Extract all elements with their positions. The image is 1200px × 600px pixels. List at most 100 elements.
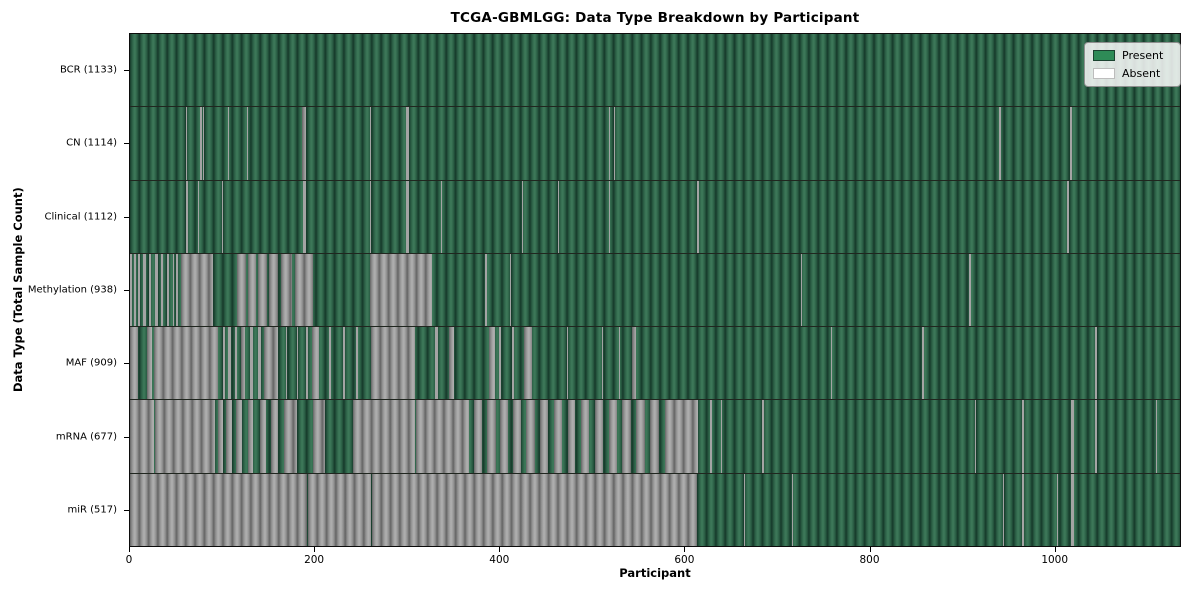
absent-swatch-icon (1093, 68, 1115, 79)
absent-segment (236, 400, 242, 473)
absent-segment (999, 107, 1002, 180)
absent-segment (720, 400, 722, 473)
y-tick-mark (124, 69, 129, 71)
absent-segment (405, 107, 409, 180)
absent-segment (130, 253, 132, 327)
absent-segment (176, 253, 179, 327)
absent-segment (226, 400, 232, 473)
absent-segment (1022, 473, 1024, 546)
absent-segment (154, 400, 216, 473)
absent-segment (975, 400, 977, 473)
row-band-mir (130, 472, 1180, 546)
absent-segment (665, 400, 699, 473)
x-axis: 0 200 400 600 800 1000 (125, 547, 1181, 581)
absent-segment (146, 327, 153, 400)
absent-segment (217, 400, 223, 473)
absent-segment (580, 400, 590, 473)
absent-segment (257, 327, 261, 400)
absent-segment (566, 327, 569, 400)
absent-segment (247, 253, 256, 327)
absent-segment (222, 327, 226, 400)
absent-segment (203, 107, 205, 180)
absent-segment (270, 400, 279, 473)
row-band-maf (130, 326, 1180, 400)
absent-segment (614, 107, 616, 180)
absent-segment (197, 180, 199, 253)
absent-segment (524, 327, 532, 400)
absent-segment (130, 327, 139, 400)
absent-segment (264, 327, 279, 400)
absent-segment (489, 327, 495, 400)
plot-area (129, 33, 1181, 547)
absent-segment (246, 107, 248, 180)
absent-segment (241, 327, 245, 400)
absent-segment (1070, 107, 1072, 180)
absent-segment (234, 327, 238, 400)
absent-segment (594, 400, 604, 473)
absent-segment (405, 180, 409, 253)
absent-segment (221, 180, 223, 253)
y-tick-label: Clinical (1112) (44, 211, 118, 223)
y-tick-label: MAF (909) (65, 357, 117, 369)
absent-segment (353, 400, 416, 473)
absent-segment (257, 253, 267, 327)
y-tick-label: BCR (1133) (59, 64, 117, 76)
absent-segment (512, 327, 514, 400)
x-tick-label: 1000 (1041, 554, 1069, 566)
absent-segment (1071, 473, 1075, 546)
absent-segment (294, 253, 314, 327)
absent-segment (622, 400, 631, 473)
legend-entry-present: Present (1093, 49, 1172, 62)
legend: Present Absent (1084, 42, 1181, 87)
absent-segment (557, 180, 559, 253)
x-tick-label: 0 (125, 554, 133, 566)
x-tick-label: 800 (859, 554, 880, 566)
absent-segment (280, 253, 292, 327)
absent-segment (487, 400, 496, 473)
chart-title: TCGA-GBMLGG: Data Type Breakdown by Part… (450, 10, 860, 26)
absent-segment (228, 107, 230, 180)
absent-segment (186, 180, 188, 253)
absent-segment (268, 253, 279, 327)
legend-label-present: Present (1122, 49, 1164, 62)
absent-segment (1095, 327, 1097, 400)
x-tick-mark (129, 547, 130, 552)
row-band-methylation (130, 252, 1180, 327)
absent-segment (313, 400, 326, 473)
row-band-cn (130, 106, 1180, 180)
absent-segment (138, 253, 141, 327)
y-tick-mark (124, 216, 129, 218)
absent-segment (540, 400, 549, 473)
absent-segment (474, 400, 482, 473)
absent-segment (618, 327, 621, 400)
row-band-bcr (130, 34, 1180, 107)
absent-segment (369, 107, 372, 180)
absent-segment (160, 253, 164, 327)
absent-segment (1071, 400, 1075, 473)
y-tick-label: miR (517) (67, 504, 117, 516)
absent-segment (801, 253, 803, 327)
legend-entry-absent: Absent (1093, 67, 1172, 80)
absent-segment (553, 400, 563, 473)
absent-segment (130, 473, 307, 546)
absent-segment (283, 400, 297, 473)
absent-segment (228, 327, 231, 400)
x-tick-label: 600 (674, 554, 695, 566)
absent-segment (200, 107, 202, 180)
x-tick-mark (1054, 547, 1056, 552)
y-tick-label: CN (1114) (66, 137, 117, 149)
absent-segment (922, 327, 924, 400)
present-swatch-icon (1093, 50, 1115, 61)
x-tick-label: 400 (489, 554, 510, 566)
absent-segment (371, 473, 697, 546)
absent-segment (608, 107, 610, 180)
absent-segment (259, 400, 267, 473)
y-tick-mark (124, 143, 129, 145)
absent-segment (830, 327, 833, 400)
absent-segment (631, 327, 637, 400)
x-tick-label: 200 (304, 554, 325, 566)
absent-segment (312, 327, 319, 400)
y-tick-mark (124, 290, 129, 291)
y-axis: BCR (1133) CN (1114) Clinical (1112) Methyl… (0, 33, 129, 547)
absent-segment (369, 180, 372, 253)
